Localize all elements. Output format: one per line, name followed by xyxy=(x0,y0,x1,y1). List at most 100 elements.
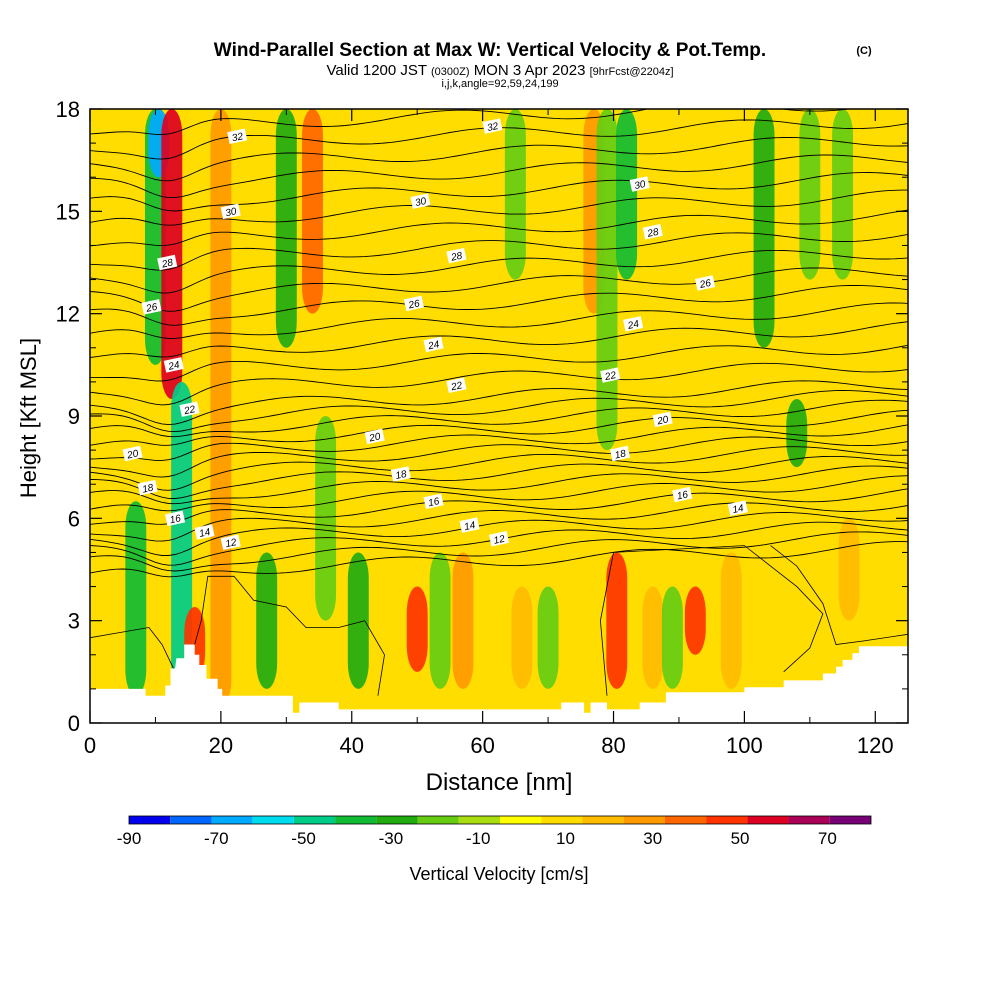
x-tick-label: 120 xyxy=(857,733,894,758)
colorbar-tick-label: 30 xyxy=(643,829,662,848)
colorbar-tick-label: 70 xyxy=(818,829,837,848)
theta-label-7: 28 xyxy=(446,247,467,264)
theta-line-6 xyxy=(90,488,908,525)
x-tick-label: 40 xyxy=(340,733,364,758)
y-tick-label: 18 xyxy=(56,97,80,122)
section-params: i,j,k,angle=92,59,24,199 xyxy=(441,78,558,90)
theta-line-22 xyxy=(90,267,908,312)
theta-line-16 xyxy=(90,380,908,426)
colorbar-tick-label: 10 xyxy=(556,829,575,848)
theta-line-7 xyxy=(90,475,908,512)
colorbar-tick-label: -50 xyxy=(291,829,316,848)
colorbar-swatch xyxy=(458,816,500,824)
colorbar-label: Vertical Velocity [cm/s] xyxy=(409,864,588,884)
theta-label-24: 16 xyxy=(165,510,186,526)
theta-label-26: 16 xyxy=(672,486,693,502)
theta-label-10: 26 xyxy=(403,295,424,312)
theta-label-1: 32 xyxy=(227,128,248,144)
svg-text:12: 12 xyxy=(224,537,238,550)
svg-text:18: 18 xyxy=(141,482,155,495)
colorbar: -90 -70 -50 -30 -10 10 30 50 70 xyxy=(117,815,872,848)
w-column-7 xyxy=(210,109,232,706)
svg-text:30: 30 xyxy=(224,206,238,219)
w-column-20 xyxy=(596,109,618,451)
colorbar-tick-label: 50 xyxy=(731,829,750,848)
terrain-mask xyxy=(90,644,908,723)
colorbar-tick-label: -90 xyxy=(117,829,142,848)
theta-line-19 xyxy=(90,321,908,358)
colorbar-tick-label: -10 xyxy=(466,829,491,848)
svg-text:22: 22 xyxy=(182,404,197,417)
theta-line-1 xyxy=(90,541,908,578)
theta-line-12 xyxy=(90,424,908,461)
theta-line-21 xyxy=(90,284,908,326)
theta-line-8 xyxy=(90,465,908,505)
w-column-15 xyxy=(452,552,474,689)
svg-text:18: 18 xyxy=(614,448,628,461)
w-column-9 xyxy=(275,109,297,348)
theta-label-3: 30 xyxy=(220,203,241,219)
theta-label-29: 14 xyxy=(727,500,748,516)
theta-label-21: 18 xyxy=(137,479,158,496)
theta-line-26 xyxy=(90,189,908,226)
theta-label-9: 26 xyxy=(141,299,162,315)
colorbar-swatch xyxy=(664,816,707,824)
colorbar-swatch xyxy=(129,816,171,824)
colorbar-tick-label: -70 xyxy=(204,829,229,848)
svg-text:30: 30 xyxy=(414,196,428,209)
theta-labels: 32 32 30 30 30 28 28 28 26 26 26 24 24 24 22 22 22 20 20 20… xyxy=(122,118,748,550)
theta-label-20: 20 xyxy=(652,411,673,428)
colorbar-swatch xyxy=(541,816,583,824)
x-tick-label: 0 xyxy=(84,733,96,758)
theta-line-15 xyxy=(90,390,908,433)
w-column-1 xyxy=(125,501,147,696)
colorbar-swatch xyxy=(293,816,336,824)
svg-text:32: 32 xyxy=(231,131,245,144)
colorbar-swatch xyxy=(170,816,212,824)
x-tick-label: 20 xyxy=(209,733,233,758)
y-tick-label: 6 xyxy=(68,506,80,531)
w-column-28 xyxy=(786,398,808,468)
w-column-14 xyxy=(429,552,451,689)
svg-text:Valid 1200 JST (0300Z): Valid 1200 JST (0300Z) MON 3 Apr 2023 [9… xyxy=(326,62,673,79)
x-tick-label: 60 xyxy=(470,733,494,758)
subtitle-date: MON 3 Apr 2023 xyxy=(474,62,586,79)
svg-text:26: 26 xyxy=(144,302,159,315)
theta-label-19: 20 xyxy=(364,428,385,445)
theta-line-9 xyxy=(90,455,908,499)
theta-line-11 xyxy=(90,436,908,478)
low-contour-4 xyxy=(770,545,908,645)
low-contours xyxy=(90,545,908,696)
w-column-26 xyxy=(720,552,742,689)
theta-label-11: 26 xyxy=(695,275,716,291)
svg-text:26: 26 xyxy=(407,298,422,311)
theta-label-14: 24 xyxy=(623,316,644,332)
theta-label-15: 22 xyxy=(179,401,200,417)
w-column-17 xyxy=(511,586,533,689)
theta-label-4: 30 xyxy=(410,193,431,209)
colorbar-swatch xyxy=(623,816,665,824)
w-column-5 xyxy=(171,381,193,689)
theta-line-17 xyxy=(90,362,908,406)
theta-line-13 xyxy=(90,409,908,446)
theta-line-18 xyxy=(90,344,908,382)
svg-text:18: 18 xyxy=(395,469,409,482)
theta-label-16: 22 xyxy=(446,377,467,394)
axis-ticks: 0 20 40 60 80 100 120 0 3 6 9 12 15 18 xyxy=(56,97,908,758)
theta-line-31 xyxy=(90,109,852,135)
theta-line-24 xyxy=(90,232,908,271)
svg-text:20: 20 xyxy=(655,414,670,427)
y-tick-label: 0 xyxy=(68,711,80,736)
theta-label-13: 24 xyxy=(423,336,444,353)
theta-line-10 xyxy=(90,446,908,491)
svg-text:22: 22 xyxy=(449,380,464,393)
colorbar-swatch xyxy=(747,816,789,824)
colorbar-swatch xyxy=(829,816,871,824)
svg-text:22: 22 xyxy=(603,370,618,383)
w-column-23 xyxy=(642,586,664,689)
svg-text:24: 24 xyxy=(626,319,641,332)
theta-contours xyxy=(90,109,908,578)
chart-title: Wind-Parallel Section at Max W: Vertical… xyxy=(214,40,766,61)
w-column-10 xyxy=(302,109,323,314)
subtitle-valid: Valid 1200 JST xyxy=(326,62,426,79)
